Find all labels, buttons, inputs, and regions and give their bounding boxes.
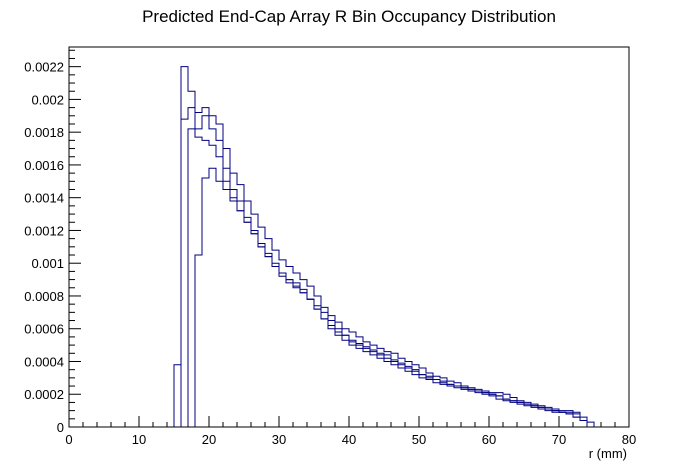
plot-frame	[68, 46, 630, 428]
y-tick-label: 0.0014	[24, 191, 64, 206]
x-tick-label: 60	[482, 432, 496, 447]
histogram-series-1	[69, 66, 629, 428]
y-tick-label: 0.001	[31, 256, 64, 271]
x-tick-label: 40	[342, 432, 356, 447]
x-tick-label: 10	[132, 432, 146, 447]
y-tick-label: 0.0008	[24, 289, 64, 304]
y-tick-label: 0.0002	[24, 387, 64, 402]
y-tick-label: 0.0004	[24, 354, 64, 369]
histogram-series-4	[69, 167, 629, 428]
y-tick-label: 0.0006	[24, 322, 64, 337]
x-tick-label: 80	[622, 432, 636, 447]
histogram-series-2	[69, 107, 629, 428]
y-tick-label: 0	[57, 420, 64, 435]
y-tick-label: 0.0016	[24, 158, 64, 173]
x-tick-label: 20	[202, 432, 216, 447]
y-tick-label: 0.002	[31, 92, 64, 107]
x-axis-label: r (mm)	[589, 446, 627, 461]
y-tick-label: 0.0018	[24, 125, 64, 140]
x-tick-label: 70	[552, 432, 566, 447]
x-tick-label: 0	[65, 432, 72, 447]
x-tick-label: 30	[272, 432, 286, 447]
x-tick-label: 50	[412, 432, 426, 447]
histogram-series-3	[69, 128, 629, 428]
y-tick-label: 0.0012	[24, 223, 64, 238]
chart-title: Predicted End-Cap Array R Bin Occupancy …	[142, 7, 556, 26]
y-tick-label: 0.0022	[24, 60, 64, 75]
